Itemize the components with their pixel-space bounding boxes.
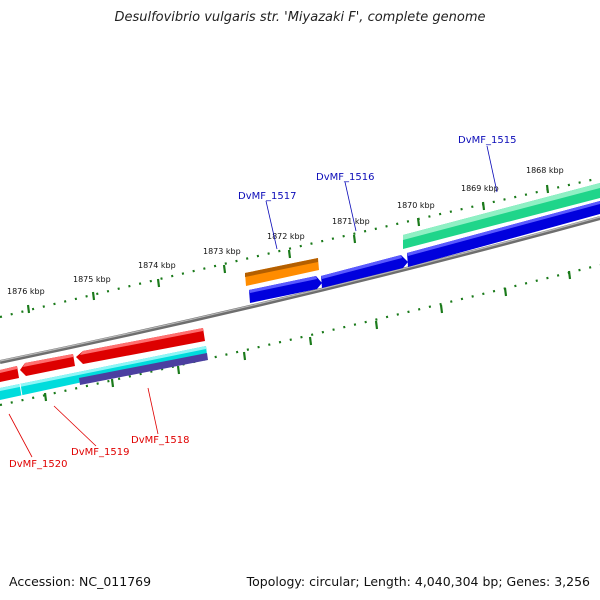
forward-strand-features (245, 183, 600, 303)
inner-tick (503, 287, 508, 297)
cds-dvmf-1517[interactable] (249, 276, 322, 303)
ruler-label: 1875 kbp (73, 275, 111, 284)
ruler-label: 1868 kbp (526, 166, 564, 175)
ruler-labels: 1876 kbp 1875 kbp 1874 kbp 1873 kbp 1872… (7, 166, 564, 296)
purple-feature[interactable] (79, 353, 208, 385)
label-leader (344, 181, 357, 232)
inner-tick (43, 392, 48, 402)
ruler-label: 1874 kbp (138, 261, 176, 270)
genome-summary-text: Topology: circular; Length: 4,040,304 bp… (246, 574, 590, 589)
label-leader (147, 387, 159, 435)
feature-shine (80, 328, 203, 355)
feature-shade (245, 258, 318, 277)
outer-tick-ruler: 1876 kbp 1875 kbp 1874 kbp 1873 kbp 1872… (0, 166, 600, 319)
inner-ruler-dots (0, 263, 600, 407)
inner-tick (242, 351, 247, 361)
inner-tick (439, 304, 444, 314)
ruler-label: 1873 kbp (203, 247, 241, 256)
label-leader (486, 145, 498, 193)
tick-1872 (287, 249, 292, 259)
tick-1868 (545, 184, 550, 194)
gene-label-dvmf-1520[interactable]: DvMF_1520 (9, 459, 67, 470)
genome-backbone (0, 216, 600, 364)
inner-tick (110, 378, 115, 388)
gene-label-dvmf-1516[interactable]: DvMF_1516 (316, 172, 374, 183)
ruler-label: 1871 kbp (332, 217, 370, 226)
ruler-label: 1876 kbp (7, 287, 45, 296)
tick-1875 (91, 291, 96, 301)
cds-dvmf-1519[interactable] (20, 354, 75, 376)
outer-major-ticks (26, 184, 550, 314)
feature-shine (321, 255, 402, 279)
ruler-label: 1872 kbp (267, 232, 305, 241)
ruler-label: 1869 kbp (461, 184, 499, 193)
label-leader (53, 405, 97, 447)
tick-1873 (222, 264, 227, 274)
reverse-strand-features (0, 328, 208, 400)
feature-shine (407, 201, 600, 256)
feature-shine (249, 276, 317, 293)
tick-1874 (156, 278, 161, 288)
tick-1871 (352, 234, 357, 244)
forward-gene-labels: DvMF_1517 DvMF_1516 DvMF_1515 (238, 135, 516, 250)
inner-tick (308, 336, 313, 346)
cyan-feature[interactable] (0, 346, 207, 400)
ruler-label: 1870 kbp (397, 201, 435, 210)
tick-1870 (416, 217, 421, 227)
feature-shine (403, 183, 600, 240)
label-leader (265, 200, 278, 250)
reverse-gene-labels: DvMF_1518 DvMF_1519 DvMF_1520 (8, 387, 189, 470)
inner-tick (374, 320, 379, 330)
gene-label-dvmf-1515[interactable]: DvMF_1515 (458, 135, 516, 146)
genome-title: Desulfovibrio vulgaris str. 'Miyazaki F'… (114, 10, 486, 25)
tick-1876 (26, 304, 31, 314)
genome-backbone-highlight (0, 216, 600, 362)
inner-major-ticks (43, 270, 572, 402)
accession-text: Accession: NC_011769 (9, 574, 152, 589)
inner-tick (567, 270, 572, 280)
cds-dvmf-1518[interactable] (76, 328, 205, 364)
inner-tick-ruler (0, 263, 600, 407)
cds-dvmf-1516[interactable] (321, 255, 408, 288)
gene-label-dvmf-1519[interactable]: DvMF_1519 (71, 447, 129, 458)
inner-tick (176, 365, 181, 375)
feature-shine (0, 346, 206, 391)
feature-shine (23, 354, 73, 367)
feature-shine (0, 366, 17, 373)
outer-ruler-dots (0, 176, 600, 319)
tick-1869 (481, 201, 486, 211)
feature-divider (19, 383, 23, 397)
gene-label-dvmf-1517[interactable]: DvMF_1517 (238, 191, 296, 202)
label-leader (8, 413, 33, 458)
cds-dvmf-1515[interactable] (407, 201, 600, 267)
gene-label-dvmf-1518[interactable]: DvMF_1518 (131, 435, 189, 446)
